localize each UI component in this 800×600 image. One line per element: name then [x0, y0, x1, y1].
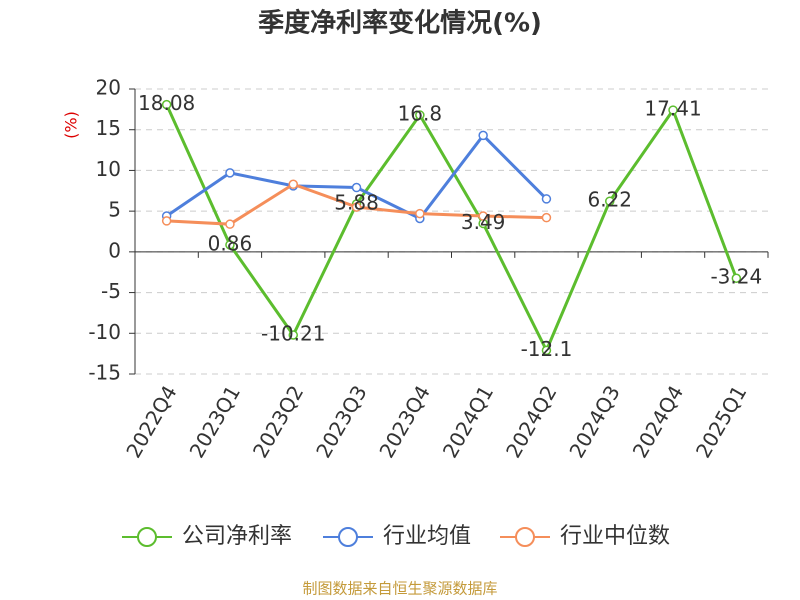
point	[731, 273, 742, 283]
legend-marker	[338, 527, 358, 547]
legend-label: 公司净利率	[182, 524, 292, 549]
y-tick-label: 10	[96, 157, 121, 181]
x-tick-label: 2025Q1	[691, 381, 751, 462]
x-tick-label: 2023Q3	[311, 381, 371, 462]
point	[351, 182, 362, 193]
x-tick-label: 2024Q1	[438, 381, 498, 462]
data-label: 17.41	[644, 97, 701, 121]
x-tick-label: 2023Q1	[185, 381, 245, 462]
series-line	[165, 104, 738, 354]
data-label: -12.1	[521, 337, 573, 361]
data-label: 0.86	[208, 231, 253, 255]
point	[351, 202, 362, 212]
x-tick-label: 2024Q2	[501, 381, 561, 462]
x-tick-label: 2023Q4	[374, 381, 434, 462]
y-tick-label: 5	[108, 198, 121, 222]
point	[161, 216, 172, 226]
point	[668, 105, 678, 115]
data-label: 18.08	[138, 91, 195, 115]
x-tick-label: 2024Q4	[628, 381, 688, 462]
point	[541, 345, 552, 356]
legend-marker	[137, 527, 157, 547]
point	[288, 330, 298, 340]
data-label: 16.8	[398, 102, 443, 126]
legend-marker	[515, 527, 535, 547]
data-label: 6.22	[587, 188, 632, 212]
point	[225, 168, 235, 178]
legend-label: 行业中位数	[560, 524, 670, 549]
point	[415, 110, 425, 120]
point	[225, 240, 235, 250]
y-tick-label: -10	[88, 320, 121, 344]
y-tick-label: -5	[101, 279, 121, 303]
data-label: -3.24	[710, 265, 762, 289]
x-tick-label: 2024Q3	[564, 381, 624, 462]
chart-title: 季度净利率变化情况(%)	[258, 8, 542, 39]
legend-label: 行业均值	[383, 524, 471, 549]
x-tick-label: 2022Q4	[121, 381, 181, 462]
y-tick-label: 15	[96, 116, 121, 140]
data-label: 3.49	[461, 210, 506, 234]
point	[478, 211, 488, 221]
point	[225, 219, 235, 229]
y-tick-label: 0	[108, 238, 121, 262]
y-tick-label: 20	[96, 76, 121, 100]
footer: 制图数据来自恒生聚源数据库	[302, 580, 497, 598]
point	[161, 99, 172, 110]
point	[605, 196, 615, 206]
x-tick-label: 2023Q2	[248, 381, 308, 462]
point	[478, 130, 488, 141]
point	[415, 208, 425, 219]
data-label: -10.21	[261, 321, 325, 345]
y-axis-label: (%)	[62, 111, 81, 139]
point	[541, 194, 552, 204]
data-label: 5.88	[334, 190, 379, 214]
y-tick-label: -15	[88, 361, 121, 385]
point	[541, 212, 552, 223]
point	[288, 179, 298, 190]
